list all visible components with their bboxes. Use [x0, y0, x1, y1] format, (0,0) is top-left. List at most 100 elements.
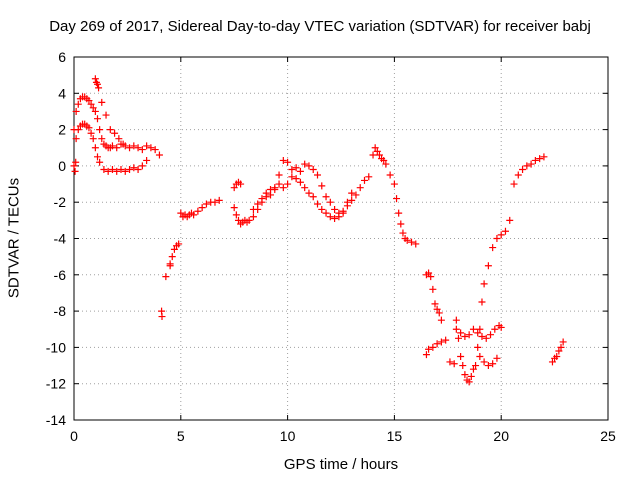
- data-point: [429, 285, 437, 293]
- data-point: [279, 156, 287, 164]
- data-point: [254, 200, 262, 208]
- data-point: [100, 166, 108, 174]
- data-point: [390, 180, 398, 188]
- data-point: [335, 209, 343, 217]
- data-point: [523, 162, 531, 170]
- data-point: [457, 329, 465, 337]
- y-tick-label: -2: [54, 194, 67, 210]
- data-point: [98, 98, 106, 106]
- data-point: [258, 195, 266, 203]
- data-point: [158, 313, 166, 321]
- data-point: [369, 151, 377, 159]
- x-tick-label: 20: [493, 428, 509, 444]
- data-point: [85, 97, 93, 105]
- data-point: [296, 178, 304, 186]
- data-point: [85, 124, 93, 132]
- y-tick-label: 6: [58, 49, 66, 65]
- data-point: [412, 240, 420, 248]
- data-point: [465, 331, 473, 339]
- data-point: [433, 305, 441, 313]
- series-track-14-16: [369, 144, 420, 248]
- data-point: [407, 238, 415, 246]
- data-point: [271, 184, 279, 192]
- data-point: [452, 325, 460, 333]
- data-point: [113, 167, 121, 175]
- data-point: [497, 231, 505, 239]
- data-point: [318, 182, 326, 190]
- series-track-22: [548, 338, 567, 366]
- data-point: [108, 166, 116, 174]
- data-point: [91, 144, 99, 152]
- data-point: [431, 300, 439, 308]
- data-point: [465, 378, 473, 386]
- data-point: [98, 135, 106, 143]
- data-point: [211, 198, 219, 206]
- data-point: [348, 196, 356, 204]
- data-point: [510, 180, 518, 188]
- grid-lines: [74, 57, 608, 420]
- data-point: [91, 107, 99, 115]
- data-point: [461, 371, 469, 379]
- data-point: [493, 354, 501, 362]
- data-point: [454, 334, 462, 342]
- data-point: [457, 352, 465, 360]
- data-point: [262, 189, 270, 197]
- data-point: [493, 235, 501, 242]
- data-point: [162, 273, 170, 281]
- y-axis-label: SDTVAR / TECUs: [5, 177, 23, 299]
- data-point: [96, 126, 104, 134]
- data-point: [232, 211, 240, 219]
- data-point: [95, 84, 103, 92]
- data-point: [292, 175, 300, 183]
- data-point: [373, 147, 381, 155]
- data-point: [425, 345, 433, 353]
- data-point: [121, 167, 129, 175]
- data-point: [393, 195, 401, 203]
- data-point: [147, 144, 155, 152]
- x-tick-label: 15: [387, 428, 403, 444]
- y-tick-label: -6: [54, 267, 67, 283]
- data-point: [326, 198, 334, 206]
- data-point: [467, 372, 475, 380]
- data-point: [478, 333, 486, 341]
- data-point: [177, 209, 185, 217]
- data-point: [474, 329, 482, 337]
- data-point: [553, 352, 561, 360]
- series-spikes: [71, 75, 174, 321]
- chart-title: Day 269 of 2017, Sidereal Day-to-day VTE…: [49, 18, 591, 35]
- x-axis-label: GPS time / hours: [283, 456, 399, 473]
- data-point: [309, 193, 317, 201]
- data-point: [249, 205, 257, 213]
- data-point: [130, 142, 138, 150]
- data-point: [478, 298, 486, 306]
- data-point: [386, 171, 394, 179]
- data-point: [427, 273, 435, 281]
- data-point: [425, 269, 433, 277]
- data-point: [245, 216, 253, 224]
- y-tick-label: -12: [46, 376, 66, 392]
- data-point: [168, 253, 176, 261]
- y-tick-label: -14: [46, 412, 66, 428]
- data-point: [506, 216, 514, 224]
- data-point: [484, 262, 492, 270]
- data-point: [288, 173, 296, 181]
- data-point: [115, 135, 123, 143]
- x-tick-label: 10: [280, 428, 296, 444]
- data-point: [237, 180, 245, 188]
- data-point: [91, 75, 99, 83]
- data-point: [284, 158, 292, 166]
- data-point: [70, 162, 78, 170]
- series-track-5: [166, 196, 223, 270]
- data-point: [480, 358, 488, 366]
- data-point: [484, 362, 492, 370]
- data-point: [382, 160, 390, 168]
- data-point: [365, 173, 373, 181]
- data-point: [166, 262, 174, 270]
- data-point: [474, 343, 482, 351]
- data-point: [89, 135, 97, 143]
- data-point: [143, 156, 151, 164]
- data-point: [305, 189, 313, 197]
- data-point: [433, 340, 441, 348]
- data-point: [326, 213, 334, 221]
